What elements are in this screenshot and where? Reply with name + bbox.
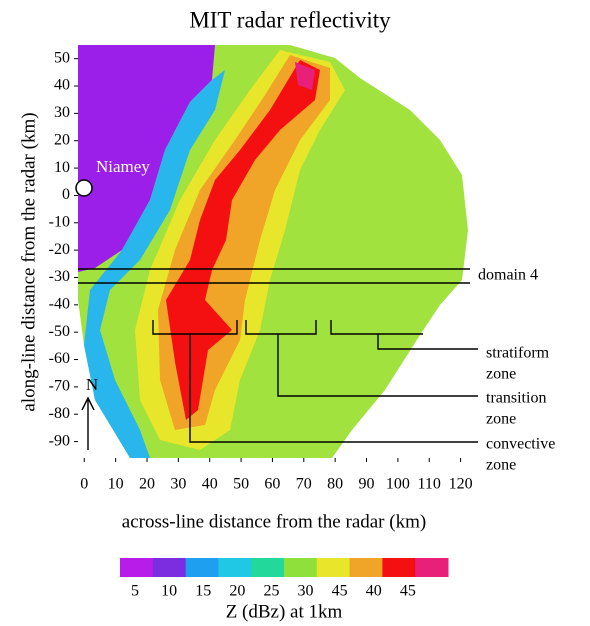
red-region — [166, 60, 320, 420]
colorbar-tick-label: 20 — [229, 583, 245, 600]
zone-label: zone — [486, 366, 516, 383]
colorbar-tick-label: 45 — [332, 583, 348, 600]
y-tick-label: 50 — [54, 49, 70, 66]
colorbar-tick-label: 15 — [195, 583, 211, 600]
colorbar-tick-label: 45 — [400, 583, 416, 600]
transition-bracket — [245, 320, 478, 397]
y-tick-label: -50 — [49, 323, 70, 340]
y-axis-label: along-line distance from the radar (km) — [18, 112, 39, 411]
x-tick-label: 70 — [296, 476, 312, 493]
x-tick-label: 0 — [80, 476, 88, 493]
colorbar-tick-label: 25 — [263, 583, 279, 600]
y-tick-label: -30 — [49, 268, 70, 285]
colorbar-swatch — [316, 558, 351, 577]
y-tick-label: -40 — [49, 296, 70, 313]
colorbar-swatch — [251, 558, 285, 577]
y-tick-label: 40 — [54, 77, 70, 94]
radar-site — [75, 179, 93, 197]
zone-label: stratiform — [486, 345, 550, 362]
y-tick-label: -10 — [49, 213, 70, 230]
colorbar-tick-label: 10 — [161, 583, 177, 600]
x-tick-label: 90 — [359, 476, 375, 493]
colorbar-swatch — [415, 558, 449, 577]
north-arrow — [81, 396, 95, 450]
stratiform-bracket — [330, 320, 478, 350]
x-tick-label: 50 — [233, 476, 249, 493]
convective-bracket — [152, 320, 478, 443]
y-tick-label: 30 — [54, 104, 70, 121]
x-tick-label: 30 — [170, 476, 186, 493]
annotations: domain 4 stratiform zone transition zone… — [78, 267, 555, 474]
colorbar-swatch — [152, 558, 187, 577]
zone-label: zone — [486, 457, 516, 474]
north-label: N — [86, 375, 98, 394]
x-tick-label: 10 — [108, 476, 124, 493]
x-tick-label: 60 — [264, 476, 280, 493]
y-tick-label: -70 — [49, 378, 70, 395]
colorbar: 5 10 15 20 25 30 45 40 45 — [120, 558, 449, 600]
site-label: Niamey — [96, 157, 150, 176]
colorbar-swatch — [218, 558, 252, 577]
colorbar-swatch — [120, 558, 154, 577]
y-tick-label: 0 — [62, 186, 70, 203]
x-tick-label: 100 — [386, 476, 410, 493]
y-tick-label: -20 — [49, 241, 70, 258]
x-tick-label: 80 — [327, 476, 343, 493]
x-tick-label: 40 — [202, 476, 218, 493]
purple-region — [78, 45, 215, 272]
y-tick-label: 10 — [54, 159, 70, 176]
x-tick-label: 120 — [449, 476, 473, 493]
x-tick-label: 20 — [139, 476, 155, 493]
x-axis-label: across-line distance from the radar (km) — [122, 511, 426, 532]
colorbar-swatch — [349, 558, 383, 577]
y-tick-label: -60 — [49, 350, 70, 367]
colorbar-swatch — [284, 558, 318, 577]
chart-title: MIT radar reflectivity — [189, 7, 391, 32]
colorbar-tick-label: 40 — [366, 583, 382, 600]
colorbar-tick-label: 5 — [131, 583, 139, 600]
colorbar-tick-label: 30 — [298, 583, 314, 600]
axes: 0 10 20 30 40 50 60 70 80 90 100 110 12050403020100-… — [49, 49, 473, 492]
colorbar-label: Z (dBz) at 1km — [226, 601, 343, 622]
domain-label: domain 4 — [478, 267, 538, 284]
y-tick-label: -90 — [49, 432, 70, 449]
zone-label: transition — [486, 390, 546, 407]
colorbar-swatch — [382, 558, 416, 577]
zone-label: convective — [486, 436, 555, 453]
y-tick-label: -80 — [49, 405, 70, 422]
radar-field — [78, 45, 468, 458]
pink-core — [295, 62, 315, 90]
colorbar-swatch — [185, 558, 219, 577]
x-tick-label: 110 — [418, 476, 441, 493]
blue-region — [84, 70, 225, 458]
zone-label: zone — [486, 411, 516, 428]
y-tick-label: 20 — [54, 131, 70, 148]
